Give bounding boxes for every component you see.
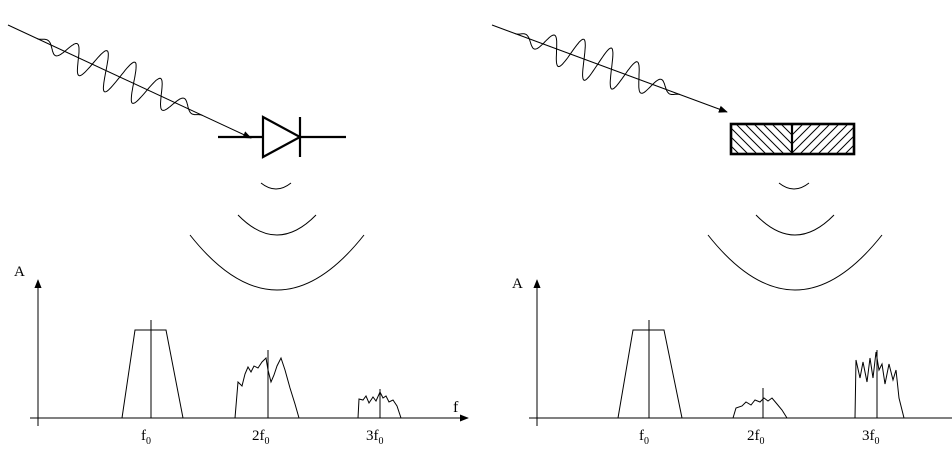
emission-arc-large-right <box>707 234 883 291</box>
emission-arc-medium-right <box>755 214 835 236</box>
tick-label-f0-right: f0 <box>639 428 649 446</box>
peak-third-harmonic-left <box>357 390 402 419</box>
y-axis-label-left: A <box>14 264 25 280</box>
tick-label-3f0-left: 3f0 <box>366 428 384 446</box>
y-axis-label-right: A <box>512 276 523 292</box>
emission-arc-large <box>189 234 365 291</box>
emission-arc-small-right <box>778 182 810 190</box>
diode-symbol <box>218 115 346 159</box>
incident-wave-right <box>491 24 728 113</box>
spectrum-plot-right: A f0 2f0 3f0 <box>512 276 952 447</box>
emission-arcs-left <box>189 182 365 291</box>
left-panel: A f f0 2f0 3f0 <box>7 24 469 447</box>
hatched-block <box>729 122 856 156</box>
x-axis-label-left: f <box>453 399 459 416</box>
peak-third-harmonic-right <box>854 351 905 419</box>
propagation-line-right <box>491 24 728 113</box>
wave-signal-left <box>37 38 203 116</box>
incident-wave-left <box>7 24 252 139</box>
emission-arc-small <box>260 182 292 190</box>
tick-label-2f0-left: 2f0 <box>252 428 270 446</box>
spectrum-plot-left: A f f0 2f0 3f0 <box>14 264 469 447</box>
diode-triangle <box>261 115 303 159</box>
right-panel: A f0 2f0 3f0 <box>491 24 952 447</box>
emission-arcs-right <box>707 182 883 291</box>
propagation-line-left <box>7 24 252 139</box>
peak-fundamental-right <box>617 329 683 419</box>
tick-label-2f0-right: 2f0 <box>747 428 765 446</box>
wave-signal-right <box>515 33 681 96</box>
peak-second-harmonic-left <box>234 356 300 419</box>
emission-arc-medium <box>237 214 317 236</box>
tick-label-3f0-right: 3f0 <box>862 428 880 446</box>
tick-label-f0-left: f0 <box>141 428 151 446</box>
peak-fundamental-left <box>121 329 184 419</box>
peak-second-harmonic-right <box>732 397 788 419</box>
